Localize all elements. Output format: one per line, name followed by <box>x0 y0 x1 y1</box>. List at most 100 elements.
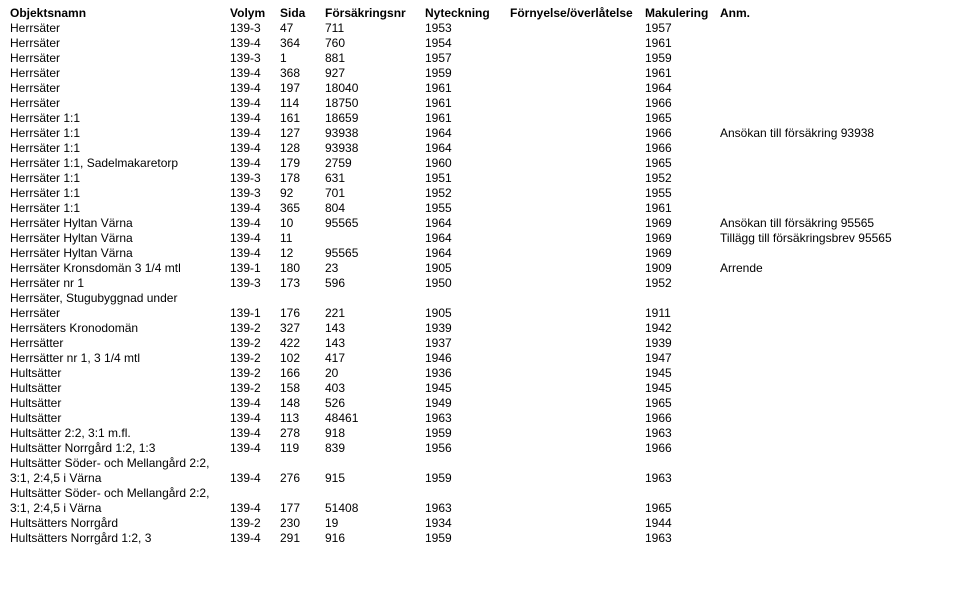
cell-nyteckning: 1964 <box>425 216 510 231</box>
cell-anm <box>720 246 950 261</box>
cell-forsakringsnr: 95565 <box>325 216 425 231</box>
cell-makulering: 1966 <box>645 126 720 141</box>
table-row: Herrsäter 1:1139-41611865919611965 <box>10 111 950 126</box>
cell-makulering: 1961 <box>645 201 720 216</box>
cell-makulering <box>645 486 720 501</box>
cell-volym: 139-4 <box>230 141 280 156</box>
cell-nyteckning: 1964 <box>425 246 510 261</box>
table-row: Herrsäter139-3188119571959 <box>10 51 950 66</box>
cell-makulering: 1969 <box>645 231 720 246</box>
table-row: Herrsäter 1:1139-41289393819641966 <box>10 141 950 156</box>
table-row: Hultsätters Norrgård139-22301919341944 <box>10 516 950 531</box>
cell-forsakringsnr: 804 <box>325 201 425 216</box>
cell-fornyelse <box>510 321 645 336</box>
cell-anm <box>720 471 950 486</box>
cell-volym: 139-4 <box>230 81 280 96</box>
cell-fornyelse <box>510 486 645 501</box>
cell-objektsnamn: Herrsäter Hyltan Värna <box>10 216 230 231</box>
cell-fornyelse <box>510 441 645 456</box>
cell-makulering: 1945 <box>645 366 720 381</box>
table-row: Herrsäter139-41971804019611964 <box>10 81 950 96</box>
cell-makulering: 1961 <box>645 36 720 51</box>
cell-objektsnamn: 3:1, 2:4,5 i Värna <box>10 501 230 516</box>
cell-anm <box>720 531 950 546</box>
cell-fornyelse <box>510 111 645 126</box>
cell-fornyelse <box>510 66 645 81</box>
cell-sida: 128 <box>280 141 325 156</box>
cell-objektsnamn: 3:1, 2:4,5 i Värna <box>10 471 230 486</box>
cell-nyteckning: 1953 <box>425 21 510 36</box>
cell-volym: 139-2 <box>230 381 280 396</box>
cell-forsakringsnr: 596 <box>325 276 425 291</box>
table-row: Hultsätter139-41134846119631966 <box>10 411 950 426</box>
cell-objektsnamn: Herrsäter 1:1 <box>10 171 230 186</box>
cell-sida: 113 <box>280 411 325 426</box>
cell-makulering: 1963 <box>645 426 720 441</box>
cell-makulering: 1969 <box>645 216 720 231</box>
cell-sida: 173 <box>280 276 325 291</box>
cell-objektsnamn: Hultsätter <box>10 381 230 396</box>
cell-sida: 364 <box>280 36 325 51</box>
cell-volym: 139-3 <box>230 276 280 291</box>
cell-forsakringsnr: 48461 <box>325 411 425 426</box>
cell-objektsnamn: Herrsäter 1:1 <box>10 186 230 201</box>
cell-volym: 139-2 <box>230 366 280 381</box>
cell-nyteckning: 1963 <box>425 411 510 426</box>
cell-volym: 139-4 <box>230 216 280 231</box>
cell-anm <box>720 351 950 366</box>
cell-volym: 139-2 <box>230 336 280 351</box>
cell-objektsnamn: Herrsäter 1:1, Sadelmakaretorp <box>10 156 230 171</box>
col-header-objektsnamn: Objektsnamn <box>10 6 230 21</box>
cell-forsakringsnr: 915 <box>325 471 425 486</box>
cell-volym: 139-4 <box>230 201 280 216</box>
table-row: Herrsäters Kronodomän139-232714319391942 <box>10 321 950 336</box>
cell-fornyelse <box>510 81 645 96</box>
cell-objektsnamn: Herrsäter <box>10 96 230 111</box>
cell-anm <box>720 81 950 96</box>
table-row: Hultsätter139-215840319451945 <box>10 381 950 396</box>
cell-sida: 92 <box>280 186 325 201</box>
cell-makulering: 1947 <box>645 351 720 366</box>
cell-makulering: 1966 <box>645 441 720 456</box>
cell-forsakringsnr: 221 <box>325 306 425 321</box>
table-row: Hultsätter139-414852619491965 <box>10 396 950 411</box>
cell-sida: 179 <box>280 156 325 171</box>
table-row: Herrsätter139-242214319371939 <box>10 336 950 351</box>
cell-nyteckning: 1936 <box>425 366 510 381</box>
cell-fornyelse <box>510 306 645 321</box>
cell-makulering: 1965 <box>645 396 720 411</box>
cell-volym: 139-4 <box>230 156 280 171</box>
cell-anm <box>720 66 950 81</box>
cell-volym: 139-1 <box>230 261 280 276</box>
cell-fornyelse <box>510 276 645 291</box>
cell-sida: 166 <box>280 366 325 381</box>
cell-nyteckning <box>425 486 510 501</box>
table-row: Herrsäter Hyltan Värna139-41119641969Til… <box>10 231 950 246</box>
cell-volym: 139-4 <box>230 411 280 426</box>
cell-makulering: 1957 <box>645 21 720 36</box>
cell-volym: 139-4 <box>230 66 280 81</box>
table-row: Hultsätter Söder- och Mellangård 2:2, <box>10 486 950 501</box>
cell-anm <box>720 411 950 426</box>
cell-fornyelse <box>510 291 645 306</box>
table-row: Herrsäter139-41141875019611966 <box>10 96 950 111</box>
cell-fornyelse <box>510 51 645 66</box>
cell-forsakringsnr: 711 <box>325 21 425 36</box>
cell-forsakringsnr <box>325 231 425 246</box>
cell-forsakringsnr: 417 <box>325 351 425 366</box>
cell-fornyelse <box>510 261 645 276</box>
cell-anm <box>720 306 950 321</box>
cell-fornyelse <box>510 411 645 426</box>
cell-anm: Tillägg till försäkringsbrev 95565 <box>720 231 950 246</box>
cell-nyteckning: 1961 <box>425 96 510 111</box>
cell-sida: 176 <box>280 306 325 321</box>
col-header-volym: Volym <box>230 6 280 21</box>
cell-anm <box>720 366 950 381</box>
cell-makulering: 1939 <box>645 336 720 351</box>
cell-fornyelse <box>510 216 645 231</box>
table-row: Hultsätter139-21662019361945 <box>10 366 950 381</box>
cell-makulering: 1945 <box>645 381 720 396</box>
cell-anm: Arrende <box>720 261 950 276</box>
cell-nyteckning: 1955 <box>425 201 510 216</box>
cell-nyteckning: 1949 <box>425 396 510 411</box>
